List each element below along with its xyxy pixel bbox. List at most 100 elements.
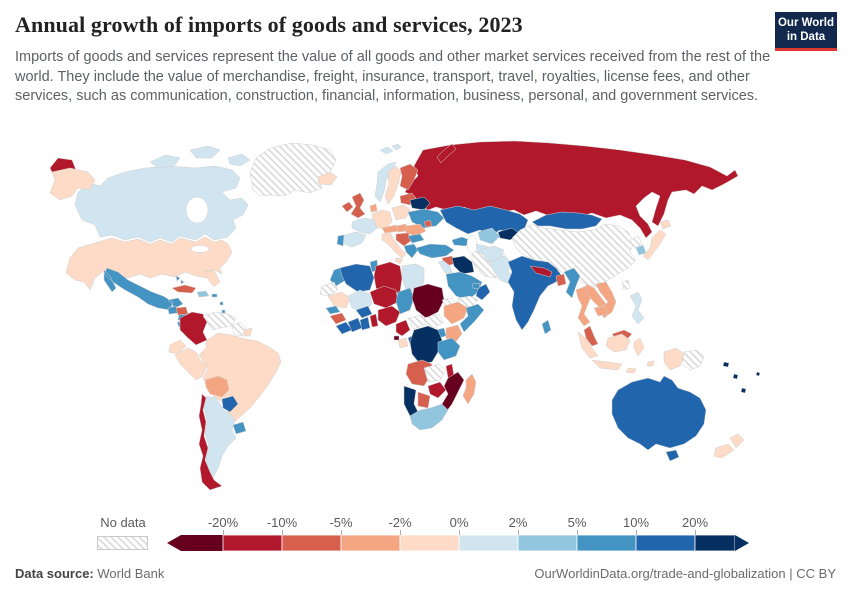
region-honduras[interactable] [175,306,189,316]
legend-no-data-swatch[interactable] [97,536,149,551]
region-chile[interactable] [198,393,223,491]
legend-bin-7[interactable] [576,535,637,551]
region-car[interactable] [407,314,427,330]
region-tanzania[interactable] [437,337,461,361]
region-ireland[interactable] [341,201,354,213]
legend-bin-2[interactable] [281,535,342,551]
region-iceland[interactable] [317,171,338,186]
region-peru[interactable] [174,347,208,381]
region-mongolia[interactable] [531,211,603,230]
region-italy[interactable] [381,231,407,265]
region-bangladesh[interactable] [555,273,567,287]
region-sri-lanka[interactable] [541,319,552,335]
region-guinea[interactable] [329,312,347,325]
region-madagascar[interactable] [462,373,477,405]
region-cameroon[interactable] [395,319,411,337]
region-afghanistan[interactable] [479,245,505,263]
region-ecuador[interactable] [168,339,187,355]
region-colombia[interactable] [179,311,208,346]
legend-bin-4[interactable] [399,535,460,551]
region-mexico[interactable] [103,267,184,311]
region-paraguay[interactable] [221,395,239,413]
region-eq-guinea[interactable] [393,335,400,341]
region-nigeria[interactable] [377,305,401,327]
region-philippines[interactable] [629,291,645,325]
region-angola[interactable] [405,359,433,387]
region-indonesia[interactable] [577,331,655,374]
region-levant[interactable] [437,260,453,274]
region-gabon[interactable] [397,337,409,349]
region-mozambique[interactable] [441,371,465,413]
region-botswana[interactable] [417,391,431,409]
region-belarus[interactable] [409,196,431,211]
region-australia[interactable] [611,375,707,462]
region-north-korea[interactable] [629,235,643,249]
region-namibia[interactable] [403,385,419,417]
region-suriname[interactable] [243,327,253,337]
legend-bin-3[interactable] [340,535,401,551]
region-arctic-islands[interactable] [149,145,251,169]
region-png[interactable] [681,349,705,371]
region-sweden[interactable] [384,165,402,205]
region-south-sudan[interactable] [423,313,445,329]
region-uae[interactable] [471,282,481,290]
region-france[interactable] [351,217,378,235]
region-greece[interactable] [403,243,419,259]
region-brazil[interactable] [198,332,282,426]
region-romania[interactable] [405,223,427,237]
region-iraq[interactable] [451,255,475,275]
region-poland[interactable] [391,204,411,221]
region-zambia[interactable] [423,363,447,383]
legend-bin-5[interactable] [458,535,519,551]
region-caribbean-islands[interactable] [175,275,226,314]
region-denmark[interactable] [369,203,378,213]
region-drc[interactable] [409,325,443,365]
region-uk[interactable] [350,192,366,219]
region-cambodia[interactable] [593,305,609,317]
region-sudan[interactable] [411,283,445,319]
region-senegal[interactable] [325,305,341,315]
region-canada[interactable] [74,165,249,243]
region-taiwan[interactable] [621,279,631,291]
region-portugal[interactable] [336,234,345,247]
region-hispaniola[interactable] [196,290,210,298]
legend-bin-6[interactable] [517,535,578,551]
region-somalia[interactable] [459,303,485,333]
region-bolivia[interactable] [204,375,230,398]
region-zimbabwe[interactable] [427,381,447,399]
region-western-sahara[interactable] [319,281,339,297]
region-venezuela[interactable] [202,311,237,331]
legend-bin-1[interactable] [222,535,283,551]
region-ethiopia[interactable] [443,301,469,325]
region-togo-benin[interactable] [369,313,379,328]
region-ukraine[interactable] [407,208,445,229]
legend-arrow-left[interactable] [167,535,181,551]
region-south-africa[interactable] [409,403,449,431]
region-svalbard[interactable] [379,143,402,155]
region-argentina[interactable] [203,395,237,479]
region-cuba[interactable] [171,284,197,294]
region-novaya-zemlya[interactable] [436,143,457,164]
region-turkey[interactable] [415,243,455,259]
region-mauritania[interactable] [327,291,351,309]
legend-bin-8[interactable] [635,535,696,551]
region-spain[interactable] [341,231,367,248]
owid-url-link[interactable]: OurWorldinData.org/trade-and-globalizati… [534,566,786,581]
legend-bin-0[interactable] [181,535,223,551]
region-ghana[interactable] [359,316,371,331]
region-myanmar[interactable] [563,267,581,299]
region-new-zealand[interactable] [713,433,745,459]
region-finland[interactable] [399,163,419,191]
region-papua-indonesia[interactable] [663,347,685,371]
region-greenland[interactable] [249,142,337,197]
region-pacific-islands[interactable] [722,361,761,394]
region-balkans[interactable] [395,232,413,247]
region-uzbekistan[interactable] [477,227,501,245]
region-moldova[interactable] [423,219,433,228]
legend-arrow-right[interactable] [735,535,749,551]
region-nepal[interactable] [529,265,553,278]
region-burkina-faso[interactable] [355,305,373,319]
legend-bin-9[interactable] [694,535,736,551]
region-algeria[interactable] [339,263,375,293]
region-oman[interactable] [475,283,491,301]
